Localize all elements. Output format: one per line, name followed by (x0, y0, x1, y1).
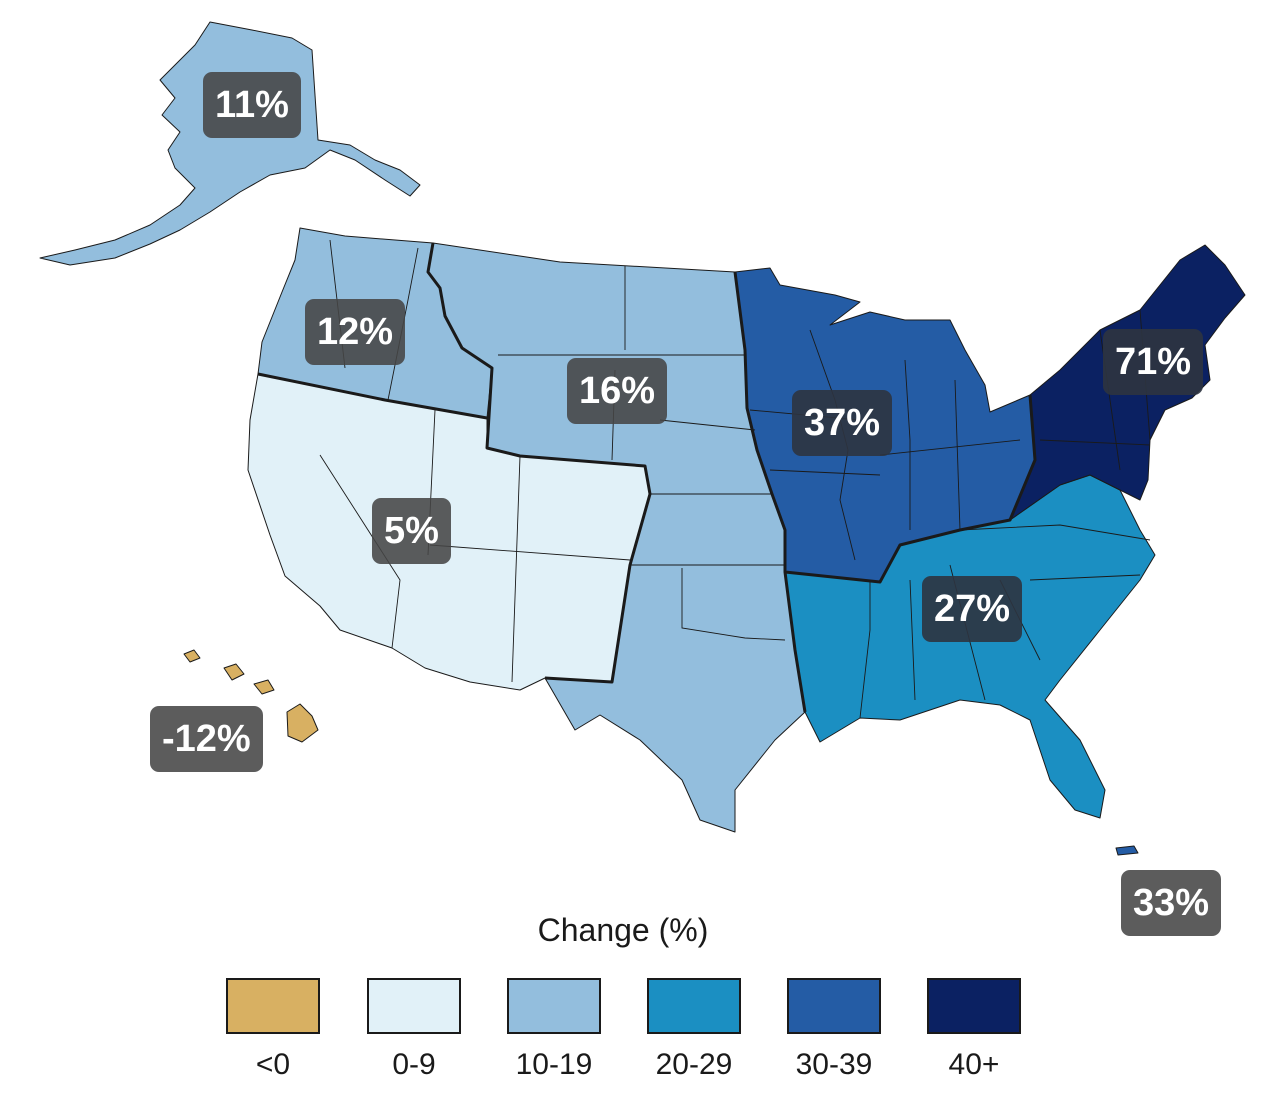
hawaii-change-badge: -12% (150, 706, 263, 772)
legend-swatch-0-9 (367, 978, 461, 1034)
legend-label-below-zero: <0 (255, 1048, 291, 1081)
legend-swatch-below-zero (226, 978, 320, 1034)
alaska-region (39, 21, 421, 266)
legend-swatch-30-39 (787, 978, 881, 1034)
legend-label-0-9: 0-9 (392, 1048, 436, 1081)
legend-swatch-40-plus (927, 978, 1021, 1034)
legend-label-20-29: 20-29 (655, 1048, 733, 1081)
northwest-change-badge: 12% (305, 299, 406, 365)
puerto-rico-change-badge: 33% (1121, 870, 1222, 936)
legend-title: Change (%) (537, 912, 709, 948)
legend-swatch-20-29 (647, 978, 741, 1034)
hawaii-region (183, 649, 319, 743)
alaska-change-badge: 11% (203, 72, 301, 138)
legend-swatch-10-19 (507, 978, 601, 1034)
northern-great-plains-change-badge: 16% (567, 358, 668, 424)
midwest-change-badge: 37% (792, 390, 893, 456)
legend-label-40-plus: 40+ (948, 1048, 1000, 1081)
northeast-change-badge: 71% (1103, 329, 1204, 395)
puerto-rico-region (1115, 845, 1139, 856)
legend-label-30-39: 30-39 (795, 1048, 873, 1081)
legend-label-10-19: 10-19 (515, 1048, 593, 1081)
southwest-change-badge: 5% (372, 498, 451, 564)
southeast-change-badge: 27% (922, 576, 1023, 642)
region-boundaries (257, 242, 1037, 713)
